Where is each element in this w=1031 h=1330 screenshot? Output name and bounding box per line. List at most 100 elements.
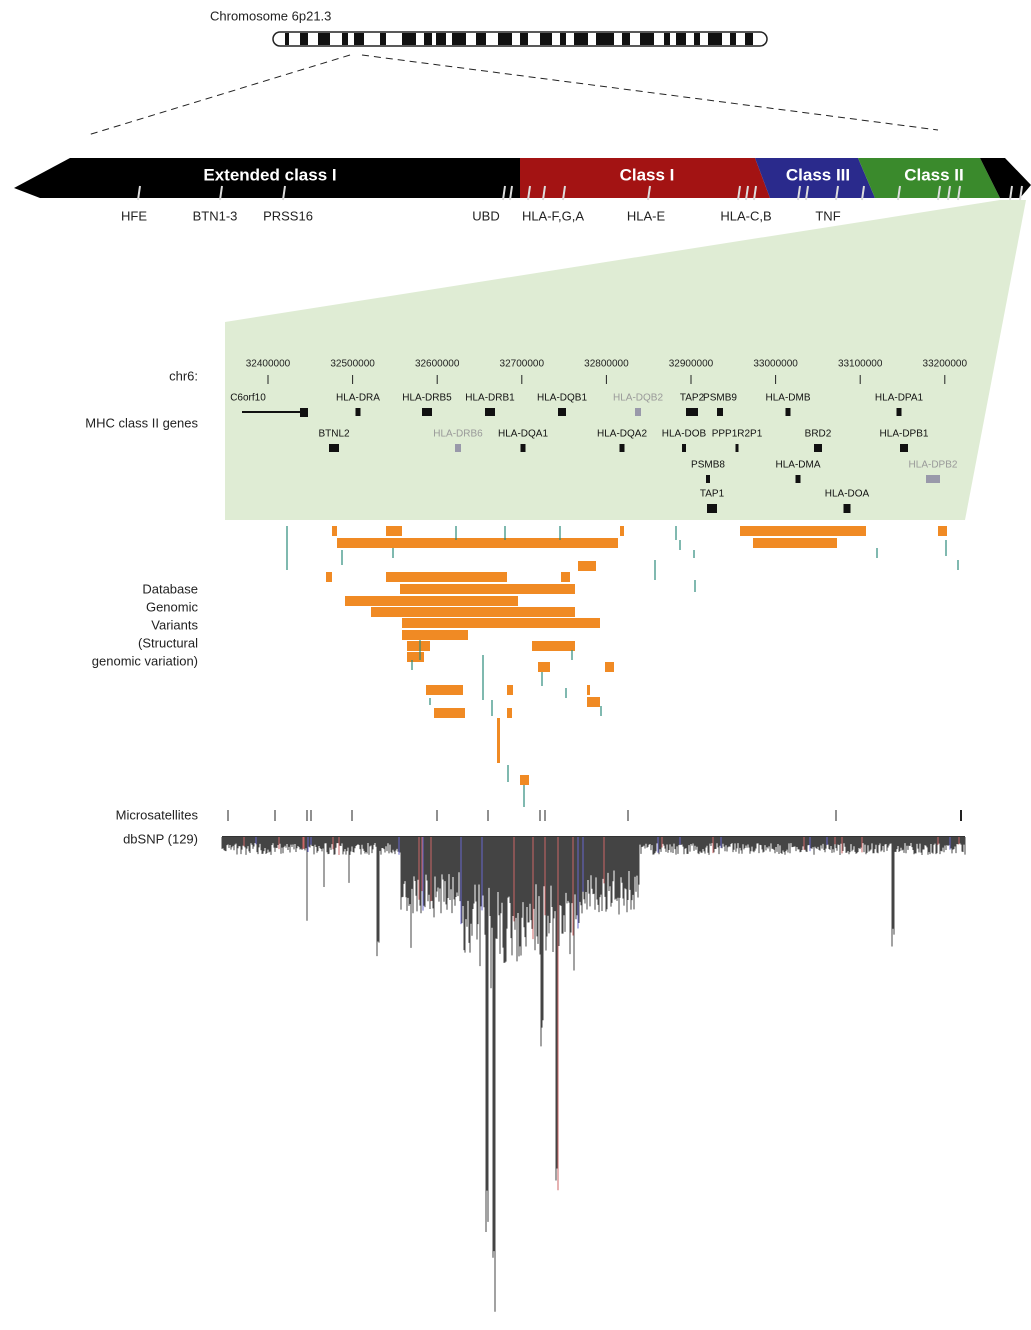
gene-label: HLA-DQA2 — [597, 429, 647, 440]
gene-glyph — [521, 444, 526, 452]
ideogram-band — [476, 33, 486, 45]
coordinate-label: 33000000 — [753, 359, 798, 370]
track-label: Database — [142, 581, 198, 596]
structural-variant — [386, 526, 402, 536]
structural-variant — [620, 526, 624, 536]
gene-label: BRD2 — [805, 429, 832, 440]
coordinate-label: 33100000 — [838, 359, 883, 370]
gene-glyph — [897, 408, 902, 416]
region-gene-label: TNF — [815, 208, 840, 223]
region-gene-label: BTN1-3 — [193, 208, 238, 223]
region-gene-label: UBD — [472, 208, 499, 223]
ideogram-band — [694, 33, 700, 45]
gene-label: HLA-DRB5 — [402, 393, 452, 404]
gene-label: HLA-DQA1 — [498, 429, 548, 440]
gene-glyph — [844, 504, 851, 513]
coordinate-label: 33200000 — [923, 359, 968, 370]
structural-variant — [332, 526, 337, 536]
gene-glyph — [796, 475, 801, 483]
gene-label: HLA-DPA1 — [875, 393, 924, 404]
gene-glyph — [485, 408, 495, 416]
track-label: genomic variation) — [92, 653, 198, 668]
gene-glyph — [455, 444, 461, 452]
gene-label: HLA-DRB1 — [465, 393, 515, 404]
gene-glyph — [356, 408, 361, 416]
structural-variant — [326, 572, 332, 582]
gene-label: HLA-DMB — [765, 393, 810, 404]
gene-label: PSMB9 — [703, 393, 737, 404]
gene-label: C6orf10 — [230, 393, 266, 404]
ideogram-band — [342, 33, 348, 45]
gene-label: TAP1 — [700, 489, 725, 500]
gene-glyph — [422, 408, 432, 416]
region-label: Extended class I — [203, 165, 336, 184]
gene-glyph — [707, 504, 717, 513]
track-label: Microsatellites — [116, 807, 199, 822]
structural-variant — [538, 662, 550, 672]
region-gene-label: HLA-F,G,A — [522, 208, 584, 223]
gene-label: TAP2 — [680, 393, 705, 404]
figure: Chromosome 6p21.3 Extended class I Class … — [0, 0, 1031, 1330]
gene-glyph — [558, 408, 566, 416]
track-label: MHC class II genes — [85, 415, 198, 430]
ideogram-band — [424, 33, 432, 45]
ideogram-band — [574, 33, 588, 45]
track-label: Variants — [151, 617, 198, 632]
region-gene-label: HLA-C,B — [720, 208, 771, 223]
structural-variant — [532, 641, 575, 651]
gene-label: HLA-DOB — [662, 429, 707, 440]
ideogram-band — [354, 33, 364, 45]
structural-variant — [587, 685, 590, 695]
ideogram-band — [498, 33, 512, 45]
ideogram-band — [622, 33, 630, 45]
gene-glyph — [329, 444, 339, 452]
structural-variant — [434, 708, 465, 718]
chromosome-label: Chromosome 6p21.3 — [210, 8, 331, 23]
ideogram-band — [745, 33, 753, 45]
structural-variant — [407, 641, 430, 651]
coordinate-label: 32900000 — [669, 359, 714, 370]
region-label: Class I — [620, 165, 675, 184]
region-gene-label: PRSS16 — [263, 208, 313, 223]
coordinate-label: 32600000 — [415, 359, 460, 370]
ideogram-band — [300, 33, 308, 45]
structural-variant — [402, 618, 600, 628]
structural-variant — [345, 596, 518, 606]
gene-label: HLA-DRA — [336, 393, 380, 404]
structural-variant — [400, 584, 575, 594]
structural-variant — [337, 538, 618, 548]
ideogram-band — [436, 33, 446, 45]
gene-glyph — [682, 444, 686, 452]
structural-variant — [587, 697, 600, 707]
ideogram-band — [318, 33, 330, 45]
structural-variant — [371, 607, 575, 617]
structural-variant — [561, 572, 570, 582]
ideogram-band — [730, 33, 736, 45]
gene-label: HLA-DQB1 — [537, 393, 587, 404]
ideogram-band — [402, 33, 416, 45]
ideogram-band — [452, 33, 466, 45]
track-label: Genomic — [146, 599, 199, 614]
ideogram-band — [285, 33, 289, 45]
gene-glyph — [926, 475, 940, 483]
structural-variant — [507, 708, 512, 718]
gene-glyph — [706, 475, 710, 483]
region-gene-label: HFE — [121, 208, 147, 223]
structural-variant — [753, 538, 837, 548]
coordinate-label: 32800000 — [584, 359, 629, 370]
gene-label: BTNL2 — [318, 429, 350, 440]
ideogram-band — [676, 33, 686, 45]
region-label: Class III — [786, 165, 850, 184]
gene-label: HLA-DPB2 — [909, 460, 958, 471]
gene-label: HLA-DQB2 — [613, 393, 663, 404]
ideogram-band — [596, 33, 614, 45]
region-label: Class II — [904, 165, 964, 184]
track-label: dbSNP (129) — [123, 831, 198, 846]
structural-variant — [497, 718, 500, 763]
gene-label: HLA-DRB6 — [433, 429, 483, 440]
gene-glyph — [814, 444, 822, 452]
region-gene-label: HLA-E — [627, 208, 666, 223]
gene-glyph — [786, 408, 791, 416]
gene-label: PSMB8 — [691, 460, 725, 471]
structural-variant — [605, 662, 614, 672]
